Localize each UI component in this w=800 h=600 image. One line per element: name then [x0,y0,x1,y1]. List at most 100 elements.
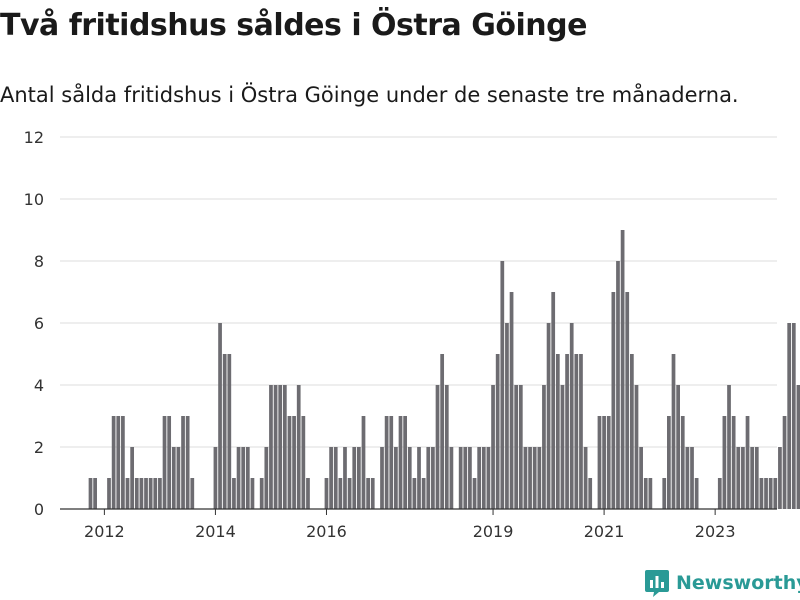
bar [727,385,731,509]
bar [597,416,602,509]
bar [694,478,699,509]
bar [167,416,172,509]
bar [306,478,310,509]
bar [171,447,176,509]
bar [259,478,264,509]
bar [750,447,755,509]
bar [227,354,232,509]
bar [269,385,273,509]
bar [731,416,736,509]
bar [278,385,283,509]
brand-logo[interactable]: Newsworthy [644,568,800,598]
bar [602,416,606,509]
x-tick-label: 2023 [695,522,736,541]
bar [625,292,630,509]
bar [190,478,195,509]
bar [741,447,745,509]
bar [745,416,750,509]
bar [292,416,296,509]
bar [574,354,579,509]
bar [542,385,546,509]
bar [463,447,468,509]
y-tick-label: 2 [34,438,44,457]
bar [773,478,778,509]
bar [611,292,616,509]
bar [560,385,565,509]
bar [551,292,556,509]
x-tick-label: 2019 [473,522,514,541]
bar [491,385,495,509]
chart-title: Två fritidshus såldes i Östra Göinge [0,8,587,43]
bar [791,323,796,509]
bar-chart: 02468101222012201420162019202120232025 [24,128,800,541]
bar [569,323,574,509]
bar [778,447,782,509]
bar [282,385,287,509]
bar [722,416,727,509]
bar [588,478,593,509]
bar [107,478,111,509]
bar [764,478,768,509]
bar [565,354,569,509]
bar [236,447,241,509]
bar [93,478,97,509]
bar [181,416,185,509]
brand-name: Newsworthy [676,572,800,594]
bar [583,447,588,509]
bar [144,478,148,509]
bar [449,447,454,509]
bar [435,385,440,509]
bar [384,416,389,509]
bar [116,416,121,509]
bar [717,478,722,509]
y-tick-label: 4 [34,376,44,395]
bar [495,354,500,509]
bar [481,447,486,509]
bar [125,478,130,509]
bar [690,447,694,509]
bar [412,478,417,509]
bar [338,478,343,509]
bar [616,261,620,509]
bar [148,478,153,509]
newsworthy-logo-icon [645,570,669,597]
bar [754,447,759,509]
y-tick-label: 8 [34,252,44,271]
bar [509,292,514,509]
bar [324,478,329,509]
bar [620,230,625,509]
x-tick-label: 2016 [306,522,347,541]
bar [176,447,181,509]
bar [134,478,139,509]
bar [398,416,403,509]
x-tick-label: 2012 [84,522,125,541]
chart-subtitle: Antal sålda fritidshus i Östra Göinge un… [0,83,739,107]
bar [111,416,116,509]
bar [130,447,135,509]
bar [296,385,301,509]
bar [403,416,407,509]
bar [218,323,222,509]
bar [232,478,236,509]
bar [421,478,426,509]
bar [486,447,491,509]
bar [680,416,685,509]
bar [407,447,412,509]
bar [357,447,361,509]
y-tick-label: 0 [34,500,44,519]
bar [643,478,648,509]
bar [361,416,366,509]
bar [88,478,93,509]
bar [352,447,357,509]
bar [444,385,449,509]
bar [301,416,306,509]
bar [426,447,431,509]
bar [343,447,347,509]
bar [158,478,162,509]
bar [431,447,435,509]
bar [121,416,125,509]
bar [440,354,445,509]
bar [241,447,246,509]
bar [523,447,528,509]
bar [380,447,384,509]
